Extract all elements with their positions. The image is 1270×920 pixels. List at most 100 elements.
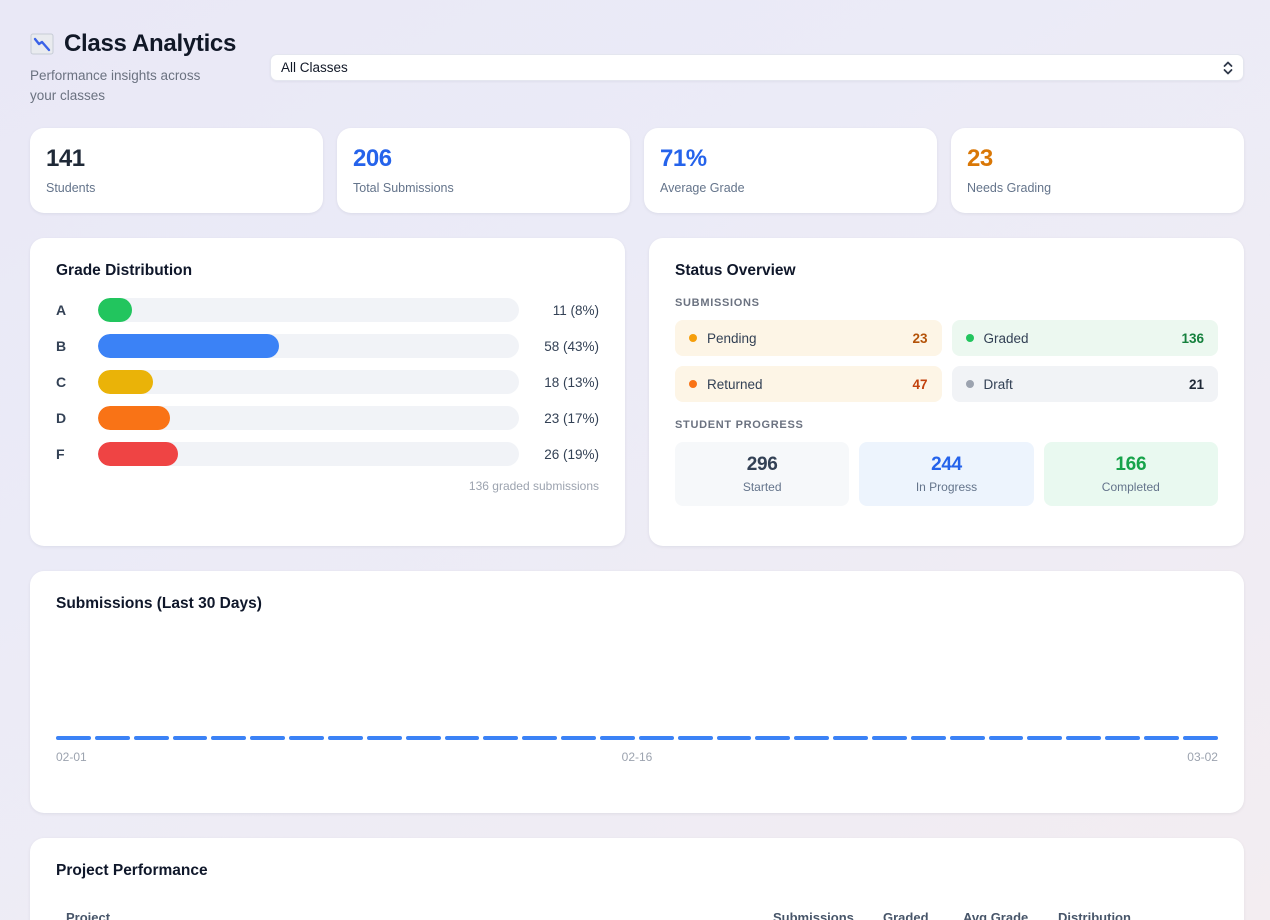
- grade-distribution-panel: Grade Distribution A 11 (8%) B 58 (43%): [30, 238, 625, 546]
- select-spinner-icon: [1223, 61, 1233, 75]
- submission-day-bar: [833, 736, 869, 740]
- grade-row-f: F 26 (19%): [56, 442, 599, 466]
- panels-row: Grade Distribution A 11 (8%) B 58 (43%): [30, 238, 1244, 546]
- chart-plot-area: [56, 613, 1218, 735]
- progress-count: 244: [931, 454, 962, 475]
- submission-day-bar: [289, 736, 325, 740]
- submission-day-bar: [328, 736, 363, 740]
- submission-day-bar: [949, 736, 985, 740]
- submission-day-bar: [638, 736, 674, 740]
- stat-label: Total Submissions: [353, 181, 454, 195]
- column-header-avg-grade: Avg Grade: [963, 910, 1029, 920]
- project-table-header: Project Submissions Graded Avg Grade Dis…: [56, 910, 1218, 920]
- stat-cards-row: 141 Students 206 Total Submissions 71% A…: [30, 128, 1244, 213]
- student-progress-section-label: STUDENT PROGRESS: [675, 419, 804, 431]
- submission-day-bar: [561, 736, 597, 740]
- grade-letter: D: [56, 410, 67, 426]
- x-tick-label: 02-16: [621, 750, 653, 764]
- submission-day-bar: [1027, 736, 1063, 740]
- column-header-submissions: Submissions: [773, 910, 854, 920]
- column-header-graded: Graded: [883, 910, 929, 920]
- submission-day-bar: [405, 736, 441, 740]
- submission-day-bar: [1066, 736, 1102, 740]
- grade-bar-fill: [98, 298, 132, 322]
- submission-day-bar: [1144, 736, 1179, 740]
- pending-dot-icon: [689, 334, 697, 342]
- submissions-section-label: SUBMISSIONS: [675, 297, 760, 309]
- header: Class Analytics Performance insights acr…: [30, 30, 1244, 106]
- submission-day-bar: [211, 736, 247, 740]
- stat-value: 23: [967, 145, 993, 172]
- grade-bar-fill: [98, 370, 153, 394]
- submission-day-bar: [172, 736, 208, 740]
- submission-day-bar: [910, 736, 946, 740]
- status-pill-returned: Returned 47: [675, 366, 942, 402]
- grade-letter: B: [56, 338, 67, 354]
- grade-distribution-title: Grade Distribution: [56, 262, 193, 279]
- submission-day-bar: [366, 736, 402, 740]
- submissions-bars: [56, 735, 1218, 740]
- stat-card-average-grade: 71% Average Grade: [644, 128, 937, 213]
- submission-day-bar: [483, 736, 519, 740]
- submission-day-bar: [1105, 736, 1141, 740]
- stat-label: Average Grade: [660, 181, 745, 195]
- status-count: 23: [912, 330, 928, 346]
- grade-bar-fill: [98, 406, 170, 430]
- grade-row-d: D 23 (17%): [56, 406, 599, 430]
- grade-row-b: B 58 (43%): [56, 334, 599, 358]
- grade-row-a: A 11 (8%): [56, 298, 599, 322]
- grade-count-label: 11 (8%): [552, 302, 599, 318]
- status-overview-title: Status Overview: [675, 262, 796, 279]
- progress-label: Completed: [1101, 480, 1160, 494]
- stat-value: 141: [46, 145, 85, 172]
- grade-bar-fill: [98, 334, 280, 358]
- status-label: Draft: [983, 376, 1013, 392]
- stat-card-total-submissions: 206 Total Submissions: [337, 128, 630, 213]
- submission-day-bar: [794, 736, 830, 740]
- submission-day-bar: [600, 736, 635, 740]
- submission-day-bar: [94, 736, 130, 740]
- stat-card-students: 141 Students: [30, 128, 323, 213]
- grade-letter: F: [56, 446, 65, 462]
- submission-day-bar: [56, 736, 91, 740]
- submission-day-bar: [677, 736, 713, 740]
- grade-bar-fill: [98, 442, 178, 466]
- progress-card-in-progress: 244 In Progress: [859, 442, 1034, 506]
- status-count: 47: [912, 376, 928, 392]
- submission-day-bar: [872, 736, 907, 740]
- grade-bar-track: [98, 406, 519, 430]
- progress-label: Started: [742, 480, 782, 494]
- column-header-project: Project: [66, 910, 111, 920]
- stat-label: Students: [46, 181, 96, 195]
- grade-count-label: 18 (13%): [544, 374, 599, 390]
- status-label: Graded: [983, 330, 1029, 346]
- class-filter-select[interactable]: All Classes: [270, 54, 1244, 81]
- stat-card-needs-grading: 23 Needs Grading: [951, 128, 1244, 213]
- status-label: Pending: [707, 330, 757, 346]
- stat-value: 206: [353, 145, 392, 172]
- class-filter-selected-option: All Classes: [281, 60, 348, 75]
- submission-day-bar: [444, 736, 480, 740]
- grade-letter: C: [56, 374, 67, 390]
- status-pill-pending: Pending 23: [675, 320, 942, 356]
- grade-bar-track: [98, 370, 519, 394]
- status-pill-graded: Graded 136: [951, 320, 1218, 356]
- returned-dot-icon: [689, 380, 697, 388]
- submission-day-bar: [1182, 736, 1218, 740]
- submissions-chart-title: Submissions (Last 30 Days): [56, 595, 262, 612]
- progress-card-started: 296 Started: [675, 442, 850, 506]
- submission-day-bar: [133, 736, 169, 740]
- grade-count-label: 23 (17%): [544, 410, 599, 426]
- header-titles: Class Analytics Performance insights acr…: [30, 30, 270, 106]
- progress-label: In Progress: [915, 480, 978, 494]
- graded-submissions-note: 136 graded submissions: [468, 479, 599, 493]
- submissions-chart-panel: Submissions (Last 30 Days) 02-01 02-16 0…: [30, 571, 1244, 813]
- project-performance-panel: Project Performance Project Submissions …: [30, 838, 1244, 920]
- chart-x-axis-labels: 02-01 02-16 03-02: [56, 750, 1218, 764]
- stat-value: 71%: [660, 145, 707, 172]
- x-tick-label: 02-01: [56, 750, 87, 764]
- draft-dot-icon: [965, 380, 974, 388]
- status-overview-panel: Status Overview SUBMISSIONS Pending 23 G…: [649, 238, 1244, 546]
- status-pill-draft: Draft 21: [951, 366, 1218, 402]
